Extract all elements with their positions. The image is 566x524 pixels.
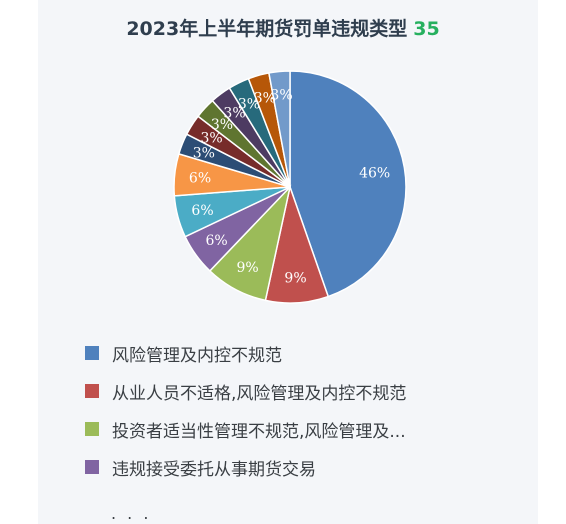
slice-label: 6% [206,233,228,249]
chart-title-text: 2023年上半年期货罚单违规类型 [126,18,408,40]
legend-item[interactable]: 违规接受委托从事期货交易 [85,448,406,486]
slice-label: 3% [254,91,276,107]
chart-count: 35 [413,18,440,40]
slice-label: 3% [200,130,222,146]
slice-label: 46% [359,166,390,182]
legend-label: 从业人员不适格,风险管理及内控不规范 [112,383,407,404]
slice-label: 3% [223,106,245,122]
legend-swatch [85,422,99,436]
legend-item[interactable]: 从业人员不适格,风险管理及内控不规范 [85,372,406,410]
legend-item[interactable]: 风险管理及内控不规范 [85,334,406,372]
pie-slice[interactable] [268,70,291,188]
legend-swatch [85,460,99,474]
chart-title: 2023年上半年期货罚单违规类型 35 [0,14,566,41]
legend-swatch [85,384,99,398]
legend-label: 投资者适当性管理不规范,风险管理及... [112,421,406,442]
legend-item[interactable]: 投资者适当性管理不规范,风险管理及... [85,410,406,448]
slice-label: 3% [211,117,233,133]
slice-label: 6% [191,203,213,219]
slice-label: 3% [270,88,292,104]
legend-label: 风险管理及内控不规范 [112,345,282,366]
slice-label: 3% [238,97,260,113]
pie-slice[interactable] [289,70,407,298]
legend-more[interactable]: . . . [111,504,152,523]
legend-label: 违规接受委托从事期货交易 [112,459,316,480]
legend: 风险管理及内控不规范 从业人员不适格,风险管理及内控不规范 投资者适当性管理不规… [85,334,406,486]
slice-label: 6% [189,170,211,186]
pie-chart: 46%9%9%6%6%6%3%3%3%3%3%3%3% [173,70,407,304]
slice-label: 9% [236,260,258,276]
legend-swatch [85,346,99,360]
slice-label: 9% [284,270,306,286]
slice-label: 3% [193,145,215,161]
